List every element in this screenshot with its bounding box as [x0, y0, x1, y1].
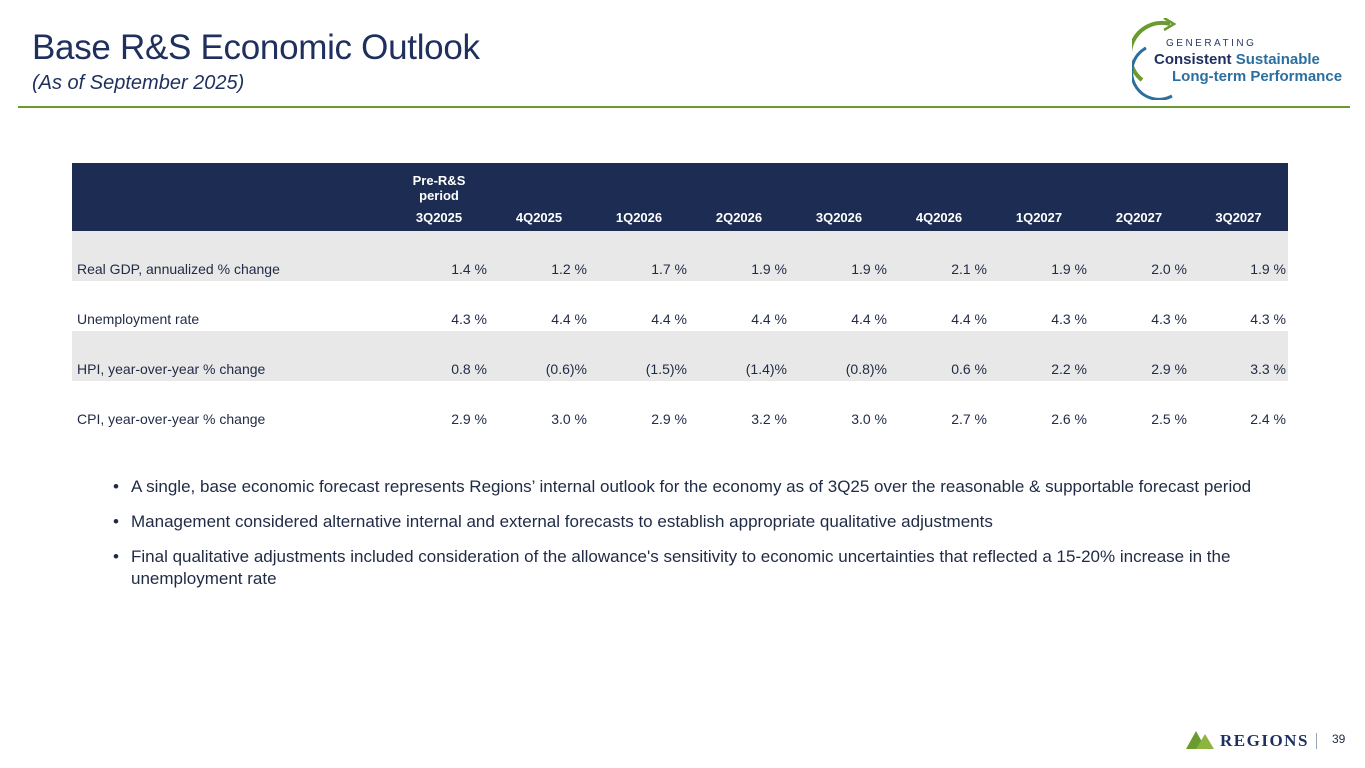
column-header: 1Q2027: [989, 203, 1089, 231]
table-cell: (0.6)%: [489, 331, 589, 381]
regions-logo: REGIONS: [1186, 727, 1316, 751]
bullet-dot-icon: •: [113, 512, 119, 531]
brand-tagline-logo: GENERATING Consistent Sustainable Long-t…: [1132, 18, 1352, 100]
table-cell: 2.4 %: [1250, 411, 1286, 427]
bullet-dot-icon: •: [113, 547, 119, 566]
table-cell: 1.4 %: [389, 231, 489, 281]
bullet-item: • Final qualitative adjustments included …: [113, 546, 1283, 590]
table-cell: 1.9 %: [789, 231, 889, 281]
brand-small-text: GENERATING: [1166, 38, 1257, 49]
table-cell: 4.3 %: [1151, 311, 1187, 327]
bullet-dot-icon: •: [113, 477, 119, 496]
table-cell: 4.4 %: [751, 311, 787, 327]
swoosh-arrow-icon: [1132, 18, 1177, 100]
brand-line-2: Long-term Performance: [1172, 68, 1343, 85]
table-cell: 3.3 %: [1189, 331, 1288, 381]
row-label: Unemployment rate: [77, 311, 200, 327]
table-cell: 4.3 %: [451, 311, 487, 327]
page-title: Base R&S Economic Outlook: [32, 28, 480, 67]
table-cell: 2.9 %: [1089, 331, 1189, 381]
table-cell: 1.9 %: [989, 231, 1089, 281]
table-cell: 4.4 %: [951, 311, 987, 327]
table-cell: 0.8 %: [389, 331, 489, 381]
table-cell: 2.9 %: [651, 411, 687, 427]
table-cell: (1.5)%: [589, 331, 689, 381]
table-cell: 4.3 %: [1250, 311, 1286, 327]
bullet-item: • Management considered alternative inter…: [113, 511, 1283, 533]
table-cell: 3.0 %: [551, 411, 587, 427]
bullet-item: • A single, base economic forecast repres…: [113, 476, 1283, 498]
table-cell: 1.2 %: [489, 231, 589, 281]
header-empty: [72, 163, 389, 203]
table-row: CPI, year-over-year % change 2.9 % 3.0 % 2.…: [72, 381, 1288, 431]
title-divider: [18, 106, 1350, 108]
table-row: Real GDP, annualized % change 1.4 % 1.2 % 1…: [72, 231, 1288, 281]
economic-outlook-table: Pre-R&S period 3Q2025 4Q2025 1Q2026 2Q2026 3…: [72, 163, 1288, 431]
table-cell: 2.6 %: [1051, 411, 1087, 427]
table-cell: 0.6 %: [889, 331, 989, 381]
table-cell: 3.0 %: [851, 411, 887, 427]
brand-word-consistent: Consistent: [1154, 51, 1232, 68]
row-label: HPI, year-over-year % change: [72, 331, 389, 381]
column-header: 1Q2026: [589, 203, 689, 231]
column-header: 3Q2027: [1189, 203, 1288, 231]
column-header-row: 3Q2025 4Q2025 1Q2026 2Q2026 3Q2026 4Q2026 1Q20…: [72, 203, 1288, 231]
table-cell: (0.8)%: [789, 331, 889, 381]
table-cell: 2.2 %: [989, 331, 1089, 381]
brand-word-sustainable: Sustainable: [1235, 51, 1320, 68]
table-cell: 4.3 %: [1051, 311, 1087, 327]
table-cell: 2.7 %: [951, 411, 987, 427]
page-subtitle: (As of September 2025): [32, 72, 245, 94]
table-cell: 1.9 %: [689, 231, 789, 281]
regions-wordmark: REGIONS: [1220, 731, 1309, 750]
table-cell: 1.9 %: [1189, 231, 1288, 281]
table-row: Unemployment rate 4.3 % 4.4 % 4.4 % 4.4 % 4.4…: [72, 281, 1288, 331]
column-header: 3Q2025: [389, 203, 489, 231]
row-label: CPI, year-over-year % change: [77, 411, 266, 427]
table-cell: 2.1 %: [889, 231, 989, 281]
table-row: HPI, year-over-year % change 0.8 % (0.6)%(…: [72, 331, 1288, 381]
brand-line-1: Consistent Sustainable: [1154, 51, 1320, 68]
table-cell: 2.0 %: [1089, 231, 1189, 281]
column-header: 4Q2026: [889, 203, 989, 231]
header-pre-rs-period: Pre-R&S period: [389, 163, 489, 203]
column-header: 2Q2026: [689, 203, 789, 231]
table-cell: 3.2 %: [751, 411, 787, 427]
column-header: 3Q2026: [789, 203, 889, 231]
bullet-text: Final qualitative adjustments included c…: [131, 547, 1231, 588]
table-cell: 2.9 %: [451, 411, 487, 427]
table-cell: 1.7 %: [589, 231, 689, 281]
bullet-list: • A single, base economic forecast repres…: [113, 476, 1283, 603]
table-cell: 4.4 %: [651, 311, 687, 327]
bullet-text: Management considered alternative intern…: [131, 512, 993, 531]
bullet-text: A single, base economic forecast represe…: [131, 477, 1252, 496]
column-header: 2Q2027: [1089, 203, 1189, 231]
table-cell: (1.4)%: [689, 331, 789, 381]
page-number: 39: [1332, 732, 1346, 746]
column-header: 4Q2025: [489, 203, 589, 231]
footer-separator: [1316, 733, 1317, 749]
table-cell: 2.5 %: [1151, 411, 1187, 427]
pyramid-icon: [1186, 731, 1214, 749]
row-label: Real GDP, annualized % change: [72, 231, 389, 281]
table-cell: 4.4 %: [851, 311, 887, 327]
table-cell: 4.4 %: [551, 311, 587, 327]
